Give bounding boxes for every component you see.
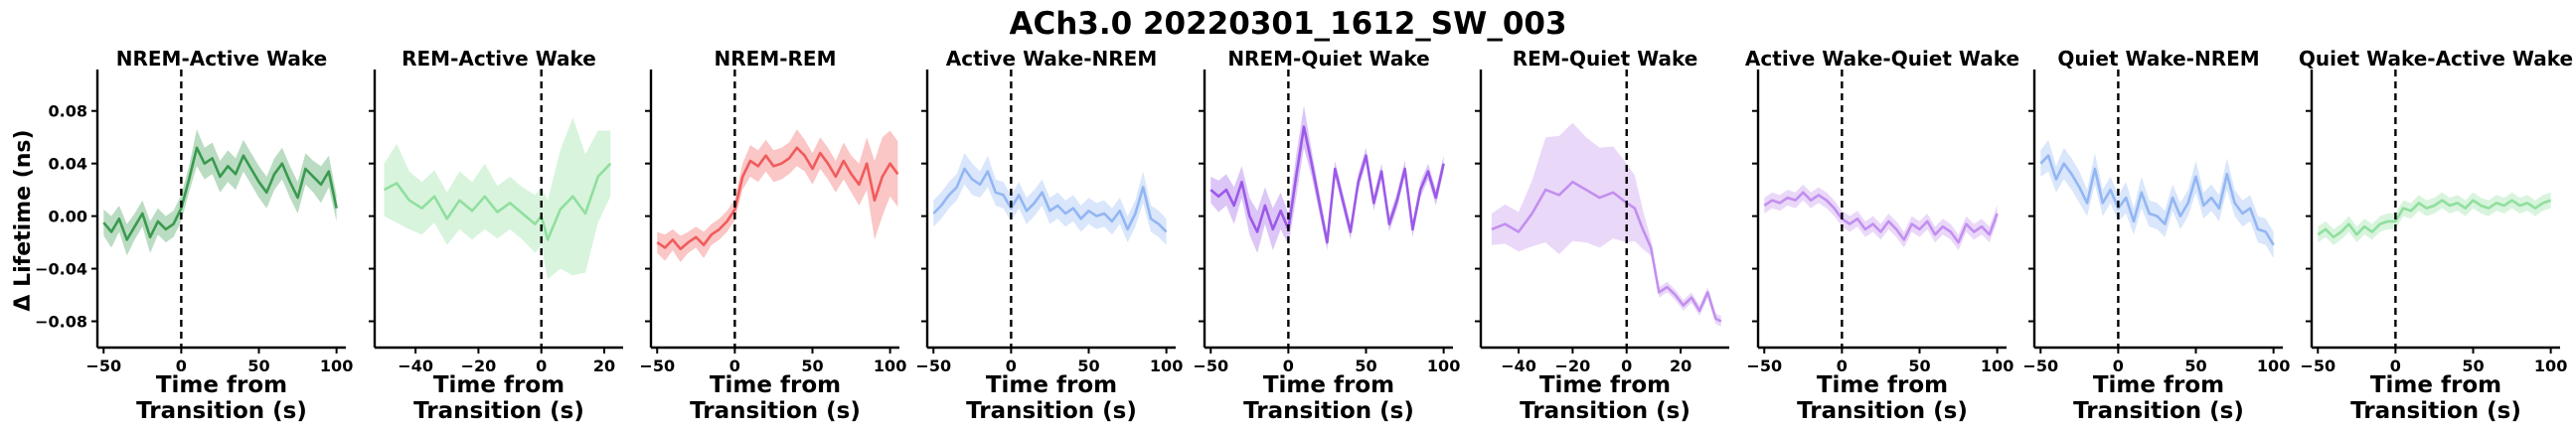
sem-band [2040,139,2274,258]
x-tick-label: −50 [639,357,675,375]
sem-band [103,129,337,256]
y-tick-label: 0.08 [49,102,87,121]
x-tick-label: −50 [85,357,121,375]
x-tick-label: 100 [320,357,353,375]
x-axis-label-line2: Transition (s) [2350,398,2521,424]
panel-title: Quiet Wake-NREM [2057,47,2259,71]
panel-title: NREM-REM [715,47,837,71]
x-tick-label: 50 [1355,357,1376,375]
x-tick-label: 0 [729,357,740,375]
mean-trace [383,162,612,241]
y-tick-label: 0.04 [49,155,87,174]
x-tick-label: −50 [2300,357,2335,375]
panel-title: REM-Quiet Wake [1513,47,1698,71]
x-tick-label: 0 [536,357,547,375]
panel-2: REM-Active Wake −40 −20 0 20 Time fromTransit… [369,47,623,424]
panel-title: Quiet Wake-Active Wake [2299,47,2573,71]
x-tick-label: −20 [1555,357,1591,375]
sem-band [933,153,1167,245]
x-axis-label-line2: Transition (s) [1797,398,1968,424]
x-axis-label-line2: Transition (s) [966,398,1137,424]
mean-trace [102,146,338,241]
panel-9: Quiet Wake-Active Wake −50 0 50 100 Time from… [2299,47,2573,424]
x-axis-label-line2: Transition (s) [1243,398,1414,424]
y-tick-label: −0.04 [35,260,87,279]
y-tick-label: 0.00 [49,208,87,226]
x-tick-label: −50 [2022,357,2058,375]
x-tick-label: 50 [1077,357,1099,375]
x-tick-label: 0 [1006,357,1017,375]
x-tick-label: 0 [1283,357,1294,375]
figure-title: ACh3.0 20220301_1612_SW_003 [1009,6,1566,42]
x-tick-label: 50 [2462,357,2484,375]
mean-trace [1209,125,1445,244]
panel-title: Active Wake-Quiet Wake [1745,47,2019,71]
x-tick-label: 100 [1150,357,1183,375]
x-tick-label: 50 [1908,357,1930,375]
x-tick-label: 100 [1427,357,1460,375]
panel-title: REM-Active Wake [402,47,596,71]
panels: NREM-Active Wake −0.08 −0.04 0.00 0.04 0.08 −5… [35,47,2573,424]
x-tick-label: 0 [1621,357,1632,375]
x-axis-label-line2: Transition (s) [690,398,861,424]
x-axis-label-line1: Time from [156,372,287,398]
x-tick-label: −50 [915,357,951,375]
x-axis-label-line1: Time from [986,372,1117,398]
x-axis-label-line1: Time from [710,372,841,398]
panel-5: NREM-Quiet Wake −50 0 50 100 Time fromTransit… [1193,47,1460,424]
mean-trace [2317,199,2552,239]
sem-band [1491,122,1721,327]
mean-trace [932,167,1168,233]
x-tick-label: 50 [2184,357,2206,375]
mean-trace [2039,154,2275,246]
x-tick-label: 0 [2390,357,2401,375]
mean-trace [656,146,899,250]
sem-band [384,117,611,280]
panel-title: NREM-Quiet Wake [1227,47,1429,71]
x-tick-label: 0 [2113,357,2124,375]
panel-8: Quiet Wake-NREM −50 0 50 100 Time fromTransit… [2022,47,2290,424]
x-axis-label-line1: Time from [433,372,564,398]
x-tick-label: 100 [2257,357,2290,375]
x-tick-label: 100 [874,357,906,375]
x-axis-label-line2: Transition (s) [136,398,307,424]
panel-title: Active Wake-NREM [946,47,1158,71]
x-tick-label: −40 [1501,357,1536,375]
mean-trace [1491,180,1722,323]
x-tick-label: −50 [1193,357,1228,375]
sem-band [2318,192,2551,245]
panel-1: NREM-Active Wake −0.08 −0.04 0.00 0.04 0.08 −5… [35,47,353,424]
x-axis-label-line1: Time from [1263,372,1394,398]
x-tick-label: 20 [1670,357,1691,375]
x-tick-label: 100 [2534,357,2567,375]
x-axis-label-line2: Transition (s) [1520,398,1690,424]
sem-band [1764,184,1998,250]
x-tick-label: 50 [801,357,823,375]
x-tick-label: 0 [176,357,187,375]
x-axis-label-line2: Transition (s) [413,398,584,424]
x-axis-label-line2: Transition (s) [2073,398,2244,424]
panel-4: Active Wake-NREM −50 0 50 100 Time fromTransi… [915,47,1183,424]
x-axis-label-line1: Time from [1539,372,1671,398]
x-tick-label: 50 [247,357,269,375]
x-tick-label: 20 [593,357,615,375]
x-tick-label: −40 [398,357,433,375]
x-tick-label: −50 [1746,357,1782,375]
y-axis-label: Δ Lifetime (ns) [11,129,36,311]
x-tick-label: 100 [1981,357,2013,375]
mean-trace [1763,191,1999,244]
x-tick-label: −20 [461,357,497,375]
x-axis-label-line1: Time from [2370,372,2501,398]
sem-band [657,129,898,262]
x-axis-label-line1: Time from [1817,372,1948,398]
x-axis-label-line1: Time from [2093,372,2224,398]
panel-7: Active Wake-Quiet Wake −50 0 50 100 Time from… [1745,47,2019,424]
y-tick-label: −0.08 [35,313,87,332]
panel-title: NREM-Active Wake [116,47,328,71]
x-tick-label: 0 [1837,357,1848,375]
